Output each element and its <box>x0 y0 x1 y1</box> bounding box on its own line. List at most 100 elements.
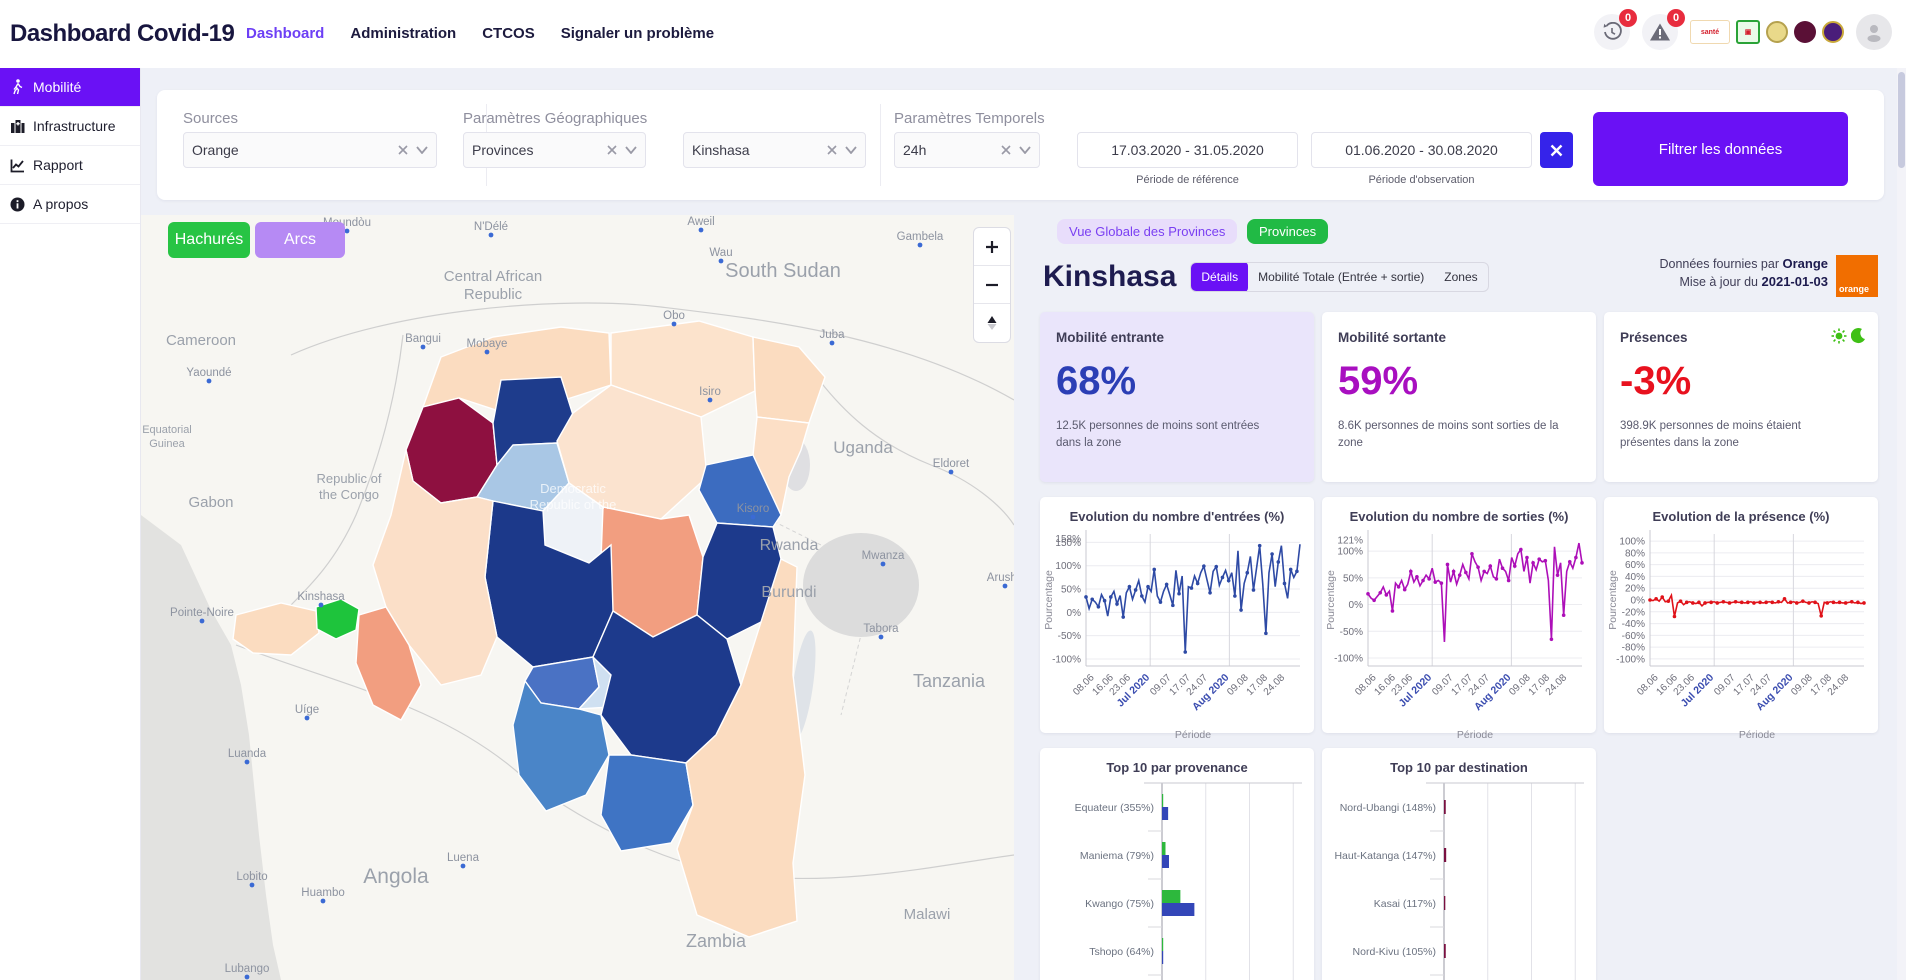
svg-text:Tshopo (64%): Tshopo (64%) <box>1089 946 1154 958</box>
choropleth-map[interactable]: CameroonCentral AfricanRepublicSouth Sud… <box>141 215 1014 980</box>
detail-tabs: Détails Mobilité Totale (Entrée + sortie… <box>1190 262 1488 292</box>
sidebar-item-infrastructure[interactable]: Infrastructure <box>0 107 140 146</box>
chevron-down-icon[interactable] <box>625 146 637 154</box>
svg-text:Kasai (117%): Kasai (117%) <box>1374 898 1436 910</box>
minus-icon <box>985 278 999 292</box>
alerts-button[interactable]: 0 <box>1642 14 1678 50</box>
stat-description: 398.9K personnes de moins étaient présen… <box>1620 418 1843 452</box>
clear-icon[interactable] <box>1001 145 1011 155</box>
history-button[interactable]: 0 <box>1594 14 1630 50</box>
moon-icon[interactable] <box>1851 328 1866 344</box>
history-icon <box>1602 22 1622 42</box>
temporal-granularity-select[interactable]: 24h <box>894 132 1040 168</box>
svg-text:Mobaye: Mobaye <box>467 338 508 350</box>
clear-dates-button[interactable] <box>1540 132 1573 168</box>
svg-text:Rwanda: Rwanda <box>760 537 819 554</box>
svg-text:Republic of the: Republic of the <box>530 497 617 512</box>
svg-text:Gambela: Gambela <box>897 231 944 243</box>
clear-icon[interactable] <box>398 145 408 155</box>
svg-text:-50%: -50% <box>1058 631 1081 642</box>
provider-prefix: Données fournies par <box>1659 257 1779 271</box>
zoom-in-button[interactable] <box>974 228 1010 266</box>
svg-text:Tabora: Tabora <box>863 623 899 635</box>
svg-text:Kinshasa: Kinshasa <box>297 591 345 603</box>
sources-label: Sources <box>183 110 238 127</box>
chevron-down-icon[interactable] <box>416 146 428 154</box>
chart-card-sorties: Evolution du nombre de sorties (%) Pourc… <box>1322 497 1596 733</box>
alerts-badge: 0 <box>1667 9 1685 27</box>
temporal-label: Paramètres Temporels <box>894 110 1045 127</box>
svg-text:Période: Période <box>1457 729 1493 741</box>
updated-date: 2021-01-03 <box>1762 274 1829 289</box>
top10-provenance-card: Top 10 par provenance Equateur (355%)Man… <box>1040 748 1314 980</box>
mobilite-totale-tab[interactable]: Mobilité Totale (Entrée + sortie) <box>1248 270 1434 284</box>
svg-text:Burundi: Burundi <box>761 584 816 601</box>
sources-select[interactable]: Orange <box>183 132 437 168</box>
scrollbar-thumb[interactable] <box>1898 72 1905 168</box>
svg-text:0%: 0% <box>1349 600 1364 611</box>
zoom-out-button[interactable] <box>974 266 1010 304</box>
sidebar-item-mobilite[interactable]: Mobilité <box>0 68 140 107</box>
svg-text:Equatorial: Equatorial <box>142 424 192 436</box>
view-global-provinces-pill[interactable]: Vue Globale des Provinces <box>1057 219 1237 244</box>
chart-card-presence: Evolution de la présence (%) Pourcentage… <box>1604 497 1878 733</box>
partner-logo-3 <box>1822 21 1844 43</box>
stat-card-presences[interactable]: Présences -3% 398.9K personnes de moins … <box>1604 312 1878 482</box>
nav-signaler-probleme[interactable]: Signaler un problème <box>561 25 714 42</box>
sidebar-item-label: Infrastructure <box>33 118 115 134</box>
stat-card-mobilite-entrante[interactable]: Mobilité entrante 68% 12.5K personnes de… <box>1040 312 1314 482</box>
nav-dashboard[interactable]: Dashboard <box>246 25 324 42</box>
day-night-toggle[interactable] <box>1831 328 1866 344</box>
provinces-pill[interactable]: Provinces <box>1247 219 1328 244</box>
sun-icon[interactable] <box>1831 328 1847 344</box>
sidebar-item-rapport[interactable]: Rapport <box>0 146 140 185</box>
svg-text:Wau: Wau <box>709 247 732 259</box>
main-content: Sources Orange Paramètres Géographiques … <box>141 68 1906 980</box>
chart-title: Evolution de la présence (%) <box>1604 497 1878 524</box>
map-container[interactable]: CameroonCentral AfricanRepublicSouth Sud… <box>141 215 1014 980</box>
zones-tab[interactable]: Zones <box>1434 270 1487 284</box>
filter-data-button[interactable]: Filtrer les données <box>1593 112 1848 186</box>
svg-text:-80%: -80% <box>1622 643 1645 654</box>
nav-ctcos[interactable]: CTCOS <box>482 25 535 42</box>
svg-text:0%: 0% <box>1631 596 1646 607</box>
compass-reset-button[interactable] <box>974 304 1010 342</box>
svg-text:Equateur (355%): Equateur (355%) <box>1075 802 1154 814</box>
svg-text:South Sudan: South Sudan <box>725 260 841 282</box>
drc-provinces[interactable] <box>233 321 825 937</box>
chevron-down-icon[interactable] <box>1019 146 1031 154</box>
svg-text:Malawi: Malawi <box>904 906 951 923</box>
reference-period-label: Période de référence <box>1077 174 1298 186</box>
info-icon <box>10 197 25 212</box>
reference-period-input[interactable]: 17.03.2020 - 31.05.2020 <box>1077 132 1298 168</box>
stat-card-mobilite-sortante[interactable]: Mobilité sortante 59% 8.6K personnes de … <box>1322 312 1596 482</box>
map-zoom-control <box>973 227 1011 343</box>
main-nav: Dashboard Administration CTCOS Signaler … <box>246 25 714 42</box>
arcs-toggle-button[interactable]: Arcs <box>255 222 345 258</box>
svg-text:Cameroon: Cameroon <box>166 332 236 349</box>
clear-icon[interactable] <box>827 145 837 155</box>
nav-administration[interactable]: Administration <box>350 25 456 42</box>
geo-level-value: Provinces <box>472 142 607 158</box>
ministere-sante-logo: santé <box>1690 20 1730 44</box>
details-tab[interactable]: Détails <box>1191 262 1248 292</box>
user-avatar[interactable] <box>1856 14 1892 50</box>
chevron-down-icon[interactable] <box>845 146 857 154</box>
sidebar-item-apropos[interactable]: A propos <box>0 185 140 224</box>
page-scrollbar[interactable] <box>1897 68 1906 980</box>
warning-icon <box>1649 22 1671 42</box>
svg-text:N'Délé: N'Délé <box>474 221 508 233</box>
geo-zone-select[interactable]: Kinshasa <box>683 132 866 168</box>
geo-level-select[interactable]: Provinces <box>463 132 646 168</box>
zone-title: Kinshasa <box>1043 260 1176 294</box>
hachures-toggle-button[interactable]: Hachurés <box>168 222 250 258</box>
clear-icon[interactable] <box>607 145 617 155</box>
svg-text:Pourcentage: Pourcentage <box>1325 570 1337 630</box>
observation-period-input[interactable]: 01.06.2020 - 30.08.2020 <box>1311 132 1532 168</box>
entries-line-chart: Pourcentage158%150%100%50%0%-50%-100%08.… <box>1040 524 1314 747</box>
partner-logo-1 <box>1766 21 1788 43</box>
filter-bar: Sources Orange Paramètres Géographiques … <box>157 90 1884 200</box>
person-icon <box>1863 21 1885 43</box>
chart-title: Top 10 par provenance <box>1040 748 1314 775</box>
zone-title-row: Kinshasa Détails Mobilité Totale (Entrée… <box>1043 253 1489 301</box>
